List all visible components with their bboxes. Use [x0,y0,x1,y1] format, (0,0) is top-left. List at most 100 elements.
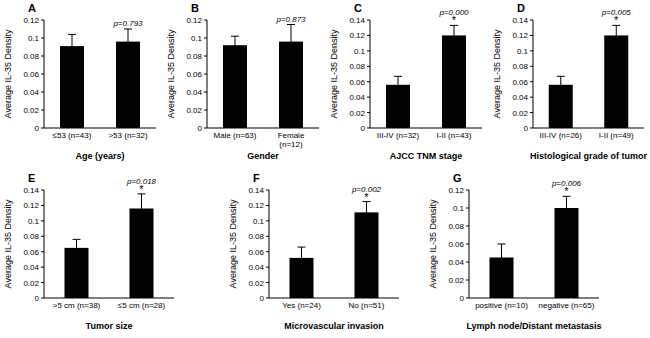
panel-label: C [354,2,362,14]
error-cap [231,36,239,37]
y-tick-label: 0.06 [248,248,264,257]
y-tick-label: 0.08 [186,52,202,61]
bar [223,45,247,128]
marks [490,196,579,298]
y-axis [469,190,470,298]
label-line: Female [278,131,305,140]
y-axis [269,190,270,298]
error-bar [498,244,506,271]
y-axis-label: Average IL-35 Density [3,29,13,118]
y-axis [44,20,45,128]
marks [290,202,379,298]
y-axis-label: Average IL-35 Density [428,199,438,288]
panel-label: G [453,172,462,184]
y-tick-label: 0.04 [186,88,202,97]
y-tick-label: 0.02 [23,106,39,115]
y-tick-label: 0.04 [512,93,528,102]
y-tick-label: 0.06 [23,70,39,79]
error-stem [72,34,73,57]
y-axis-label: Average IL-35 Density [492,29,502,118]
figure: A Average IL-35 Density 0 0.02 0.04 0.06 0.08 0… [0,0,650,338]
bar [116,42,140,128]
y-tick-label: 0.14 [248,186,264,195]
error-bar [612,25,620,45]
y-axis-label: Average IL-35 Density [329,29,339,118]
panel: DAverage IL-35 Density00.020.040.060.080… [492,2,647,161]
bar [604,35,628,128]
y-axis [370,20,371,128]
y-tick-label: 0.12 [349,31,365,40]
y-tick-label: 0.12 [186,16,202,25]
y-tick-label: 0.14 [23,186,39,195]
y-tick-label: 0.12 [448,186,464,195]
x-tick-label: positive (n=10) [475,301,528,310]
y-tick-label: 0.04 [448,258,464,267]
error-stem [128,29,129,54]
y-tick-label: 0.02 [186,106,202,115]
x-tick-label: ≤5 cm (n=28) [118,301,166,310]
y-tick-label: 0.1 [28,217,40,226]
y-tick-label: 0.04 [23,88,39,97]
y-tick-label: 0.08 [248,232,264,241]
y-axis-label: Average IL-35 Density [166,29,176,118]
error-bar [394,76,402,93]
panel: GAverage IL-35 Density00.020.040.060.080… [428,172,602,331]
y-tick-label: 0.12 [248,201,264,210]
y-axis-label: Average IL-35 Density [3,199,13,288]
y-tick-label: 0.04 [248,263,264,272]
y-tick-label: 0.04 [23,263,39,272]
y-tick-label: 0.08 [448,222,464,231]
y-tick-label: 0.06 [186,70,202,79]
error-stem [616,25,617,45]
panel: AAverage IL-35 Density00.020.040.060.080… [3,2,156,161]
y-tick-label: 0.06 [349,78,365,87]
y-tick-label: 0.1 [253,217,265,226]
y-tick-label: 0.08 [23,232,39,241]
x-tick-label: negative (n=65) [539,301,595,310]
x-axis-label: Age (years) [75,151,124,161]
x-tick-label: Female(n=12) [278,131,305,149]
x-axis [44,128,156,129]
error-bar [450,25,458,45]
y-tick-label: 0 [524,124,529,133]
error-cap [124,29,132,30]
y-tick-label: 0.12 [23,201,39,210]
error-bar [68,34,76,57]
y-tick-label: 0.08 [349,62,365,71]
y-tick-label: 0.1 [354,47,366,56]
p-value: p=0.873 [275,15,306,24]
error-bar [124,29,132,54]
x-tick-label: >5 cm (n=38) [53,301,101,310]
x-tick-label: III-IV (n=32) [377,131,420,140]
error-cap [287,24,295,25]
error-stem [76,239,77,256]
error-stem [501,244,502,271]
error-cap [68,34,76,35]
x-tick-label: Yes (n=24) [282,301,321,310]
x-axis-label: Tumor size [86,321,133,331]
error-bar [298,247,306,269]
y-tick-label: 0.1 [517,47,529,56]
y-tick-label: 0 [35,124,40,133]
bar [60,46,84,128]
label-line: (n=12) [279,140,303,149]
y-tick-label: 0.06 [23,248,39,257]
y-axis [44,190,45,298]
y-tick-label: 0.08 [512,62,528,71]
y-axis-label: Average IL-35 Density [228,199,238,288]
p-value: p=0.793 [112,19,143,28]
panel-label: A [28,2,36,14]
y-tick-label: 0.14 [349,16,365,25]
y-tick-label: 0.02 [349,109,365,118]
panel: FAverage IL-35 Density00.020.040.060.080… [228,172,399,331]
y-tick-label: 0 [35,294,40,303]
error-bar [363,202,371,224]
panel: CAverage IL-35 Density00.020.040.060.080… [329,2,482,161]
x-tick-label: Male (n=63) [214,131,257,140]
p-value: p=0.006 [551,179,582,188]
p-value: p=0.018 [126,177,157,186]
x-tick-label: ≤53 (n=43) [53,131,92,140]
x-tick-label: >53 (n=32) [108,131,147,140]
error-bar [557,76,565,93]
x-axis-label: Gender [247,151,279,161]
